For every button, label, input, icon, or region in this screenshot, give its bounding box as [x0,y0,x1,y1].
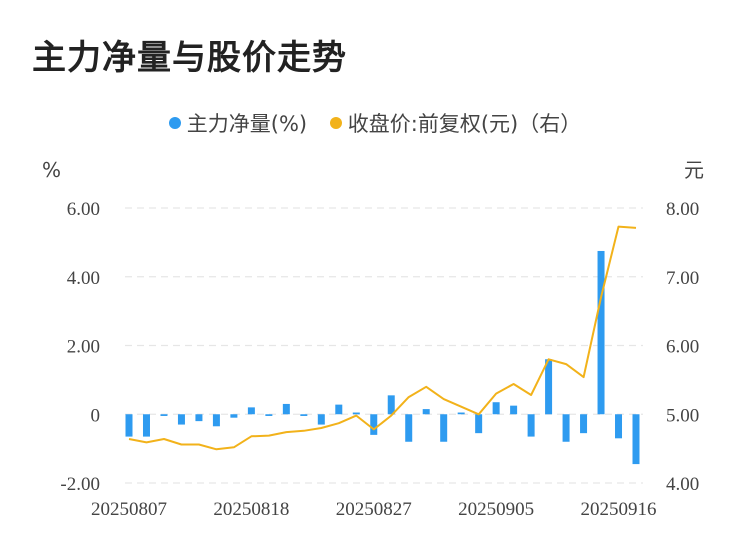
right-tick-label: 4.00 [666,474,699,495]
right-tick-label: 8.00 [666,199,699,220]
legend-label-net-flow: 主力净量(%) [186,112,308,136]
right-axis-ticks: 8.00 7.00 6.00 5.00 4.00 [666,199,699,495]
net-flow-bar[interactable] [632,414,640,465]
net-flow-bar[interactable] [440,414,448,442]
right-tick-label: 7.00 [666,268,699,289]
left-axis-ticks: 6.00 4.00 2.00 0 -2.00 [60,199,100,495]
net-flow-bar[interactable] [545,359,553,415]
net-flow-bar[interactable] [282,403,290,415]
net-flow-bar[interactable] [510,405,518,415]
net-flow-bar[interactable] [247,407,255,415]
net-flow-bar[interactable] [177,414,185,425]
left-tick-label: 2.00 [67,337,100,358]
net-flow-bar[interactable] [492,402,500,415]
chart-title: 主力净量与股价走势 [32,38,347,78]
net-flow-bar[interactable] [615,414,623,439]
net-flow-bar[interactable] [265,414,273,416]
x-tick-label: 20250827 [336,499,412,520]
net-flow-bar[interactable] [562,414,570,442]
left-tick-label: -2.00 [60,474,100,495]
net-flow-bar[interactable] [527,414,535,437]
close-price-series-line[interactable] [128,225,637,451]
grid-lines [125,207,643,484]
net-flow-bar[interactable] [370,414,378,435]
x-tick-label: 20250807 [91,499,167,520]
net-flow-bar[interactable] [475,414,483,434]
net-flow-bar[interactable] [125,414,133,437]
legend-item-close-price[interactable]: 收盘价:前复权(元)（右） [329,108,582,138]
net-flow-bar[interactable] [335,404,343,415]
left-tick-label: 0 [91,405,101,426]
net-flow-bar[interactable] [457,412,465,415]
net-flow-bar[interactable] [405,414,413,442]
x-tick-label: 20250905 [458,499,534,520]
net-flow-bar[interactable] [580,414,588,434]
right-axis-unit: 元 [684,158,704,182]
net-flow-bar[interactable] [142,414,150,437]
x-tick-label: 20250818 [213,499,289,520]
net-flow-bar[interactable] [195,414,203,422]
left-axis-unit: % [42,158,61,182]
legend-dot-close-price [329,117,342,129]
net-flow-bars [125,250,640,465]
legend-label-close-price: 收盘价:前复权(元)（右） [347,112,582,136]
net-flow-bar[interactable] [597,250,605,415]
net-flow-bar[interactable] [160,414,168,416]
left-tick-label: 6.00 [67,199,100,220]
left-tick-label: 4.00 [67,268,100,289]
x-tick-label: 20250916 [581,499,657,520]
right-tick-label: 5.00 [666,405,699,426]
net-flow-bar[interactable] [422,409,430,415]
net-flow-bar[interactable] [317,414,325,425]
x-axis-ticks: 20250807 20250818 20250827 20250905 20250916 [91,499,657,520]
legend-dot-net-flow [168,117,181,129]
net-flow-bar[interactable] [230,414,238,418]
net-flow-bar[interactable] [387,395,395,415]
net-flow-bar[interactable] [212,414,220,427]
right-tick-label: 6.00 [666,337,699,358]
close-price-line [128,225,637,451]
net-flow-bar[interactable] [300,414,308,416]
legend: 主力净量(%) 收盘价:前复权(元)（右） [0,108,750,138]
legend-item-net-flow[interactable]: 主力净量(%) [168,108,308,138]
net-flow-bar[interactable] [352,412,360,415]
